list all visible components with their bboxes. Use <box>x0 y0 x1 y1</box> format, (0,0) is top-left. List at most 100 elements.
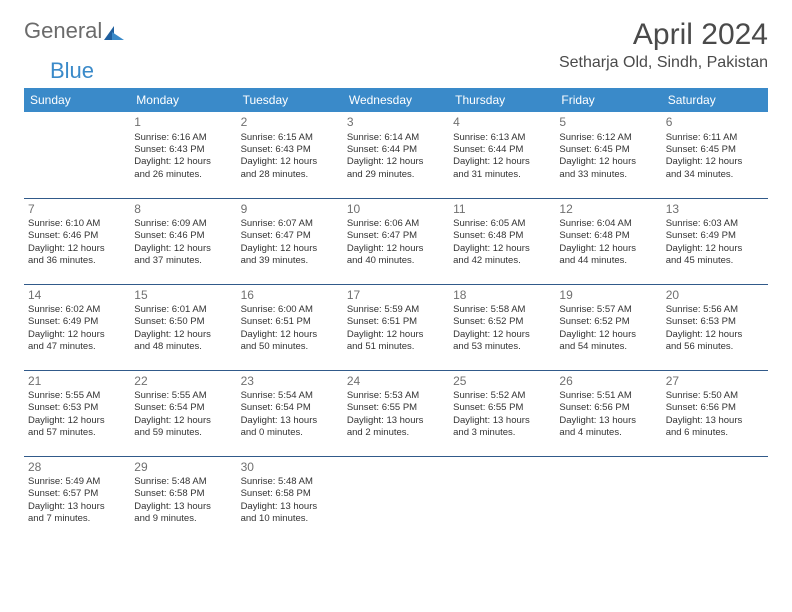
sunset-line: Sunset: 6:46 PM <box>28 230 126 242</box>
sunset-line: Sunset: 6:45 PM <box>666 144 764 156</box>
day-number: 9 <box>241 202 339 218</box>
day-number: 16 <box>241 288 339 304</box>
calendar-cell: 13Sunrise: 6:03 AMSunset: 6:49 PMDayligh… <box>662 198 768 284</box>
sunset-line: Sunset: 6:49 PM <box>666 230 764 242</box>
daylight-line-1: Daylight: 12 hours <box>347 156 445 168</box>
daylight-line-1: Daylight: 12 hours <box>241 156 339 168</box>
calendar-cell: 5Sunrise: 6:12 AMSunset: 6:45 PMDaylight… <box>555 112 661 198</box>
daylight-line-2: and 36 minutes. <box>28 255 126 267</box>
sunset-line: Sunset: 6:48 PM <box>559 230 657 242</box>
calendar-cell: 20Sunrise: 5:56 AMSunset: 6:53 PMDayligh… <box>662 284 768 370</box>
sunrise-line: Sunrise: 5:48 AM <box>134 476 232 488</box>
calendar-week-row: 14Sunrise: 6:02 AMSunset: 6:49 PMDayligh… <box>24 284 768 370</box>
sunrise-line: Sunrise: 5:58 AM <box>453 304 551 316</box>
calendar-cell <box>343 456 449 542</box>
day-number: 17 <box>347 288 445 304</box>
daylight-line-1: Daylight: 13 hours <box>241 501 339 513</box>
sunrise-line: Sunrise: 5:52 AM <box>453 390 551 402</box>
calendar-cell: 2Sunrise: 6:15 AMSunset: 6:43 PMDaylight… <box>237 112 343 198</box>
daylight-line-1: Daylight: 12 hours <box>559 156 657 168</box>
day-number: 18 <box>453 288 551 304</box>
day-number: 14 <box>28 288 126 304</box>
sunset-line: Sunset: 6:50 PM <box>134 316 232 328</box>
calendar-cell: 25Sunrise: 5:52 AMSunset: 6:55 PMDayligh… <box>449 370 555 456</box>
sunrise-line: Sunrise: 5:55 AM <box>28 390 126 402</box>
daylight-line-1: Daylight: 12 hours <box>559 329 657 341</box>
calendar-cell: 28Sunrise: 5:49 AMSunset: 6:57 PMDayligh… <box>24 456 130 542</box>
daylight-line-1: Daylight: 13 hours <box>134 501 232 513</box>
daylight-line-2: and 10 minutes. <box>241 513 339 525</box>
title-block: April 2024 Setharja Old, Sindh, Pakistan <box>559 18 768 72</box>
day-number: 20 <box>666 288 764 304</box>
daylight-line-1: Daylight: 12 hours <box>666 243 764 255</box>
day-number: 22 <box>134 374 232 390</box>
daylight-line-1: Daylight: 13 hours <box>28 501 126 513</box>
sunset-line: Sunset: 6:43 PM <box>134 144 232 156</box>
day-number: 12 <box>559 202 657 218</box>
day-number: 11 <box>453 202 551 218</box>
sunrise-line: Sunrise: 5:51 AM <box>559 390 657 402</box>
sunset-line: Sunset: 6:44 PM <box>453 144 551 156</box>
sunrise-line: Sunrise: 6:04 AM <box>559 218 657 230</box>
day-number: 6 <box>666 115 764 131</box>
daylight-line-2: and 2 minutes. <box>347 427 445 439</box>
calendar-cell: 3Sunrise: 6:14 AMSunset: 6:44 PMDaylight… <box>343 112 449 198</box>
daylight-line-1: Daylight: 12 hours <box>28 243 126 255</box>
day-header: Monday <box>130 88 236 112</box>
sunset-line: Sunset: 6:56 PM <box>666 402 764 414</box>
daylight-line-1: Daylight: 12 hours <box>28 415 126 427</box>
day-number: 21 <box>28 374 126 390</box>
daylight-line-1: Daylight: 12 hours <box>134 243 232 255</box>
calendar-cell: 16Sunrise: 6:00 AMSunset: 6:51 PMDayligh… <box>237 284 343 370</box>
sunset-line: Sunset: 6:53 PM <box>28 402 126 414</box>
sunrise-line: Sunrise: 6:01 AM <box>134 304 232 316</box>
sunset-line: Sunset: 6:43 PM <box>241 144 339 156</box>
sunset-line: Sunset: 6:45 PM <box>559 144 657 156</box>
calendar-week-row: 28Sunrise: 5:49 AMSunset: 6:57 PMDayligh… <box>24 456 768 542</box>
sunrise-line: Sunrise: 5:57 AM <box>559 304 657 316</box>
daylight-line-2: and 29 minutes. <box>347 169 445 181</box>
calendar-cell: 8Sunrise: 6:09 AMSunset: 6:46 PMDaylight… <box>130 198 236 284</box>
day-number: 8 <box>134 202 232 218</box>
sunrise-line: Sunrise: 6:14 AM <box>347 132 445 144</box>
calendar-cell: 21Sunrise: 5:55 AMSunset: 6:53 PMDayligh… <box>24 370 130 456</box>
sunset-line: Sunset: 6:55 PM <box>347 402 445 414</box>
calendar-cell: 18Sunrise: 5:58 AMSunset: 6:52 PMDayligh… <box>449 284 555 370</box>
daylight-line-2: and 47 minutes. <box>28 341 126 353</box>
day-header: Sunday <box>24 88 130 112</box>
sunset-line: Sunset: 6:49 PM <box>28 316 126 328</box>
sunrise-line: Sunrise: 6:06 AM <box>347 218 445 230</box>
calendar-cell: 6Sunrise: 6:11 AMSunset: 6:45 PMDaylight… <box>662 112 768 198</box>
daylight-line-2: and 40 minutes. <box>347 255 445 267</box>
day-number: 7 <box>28 202 126 218</box>
daylight-line-1: Daylight: 12 hours <box>28 329 126 341</box>
day-number: 2 <box>241 115 339 131</box>
daylight-line-1: Daylight: 12 hours <box>559 243 657 255</box>
daylight-line-1: Daylight: 12 hours <box>347 329 445 341</box>
sunrise-line: Sunrise: 6:15 AM <box>241 132 339 144</box>
sunset-line: Sunset: 6:51 PM <box>347 316 445 328</box>
sunrise-line: Sunrise: 5:55 AM <box>134 390 232 402</box>
daylight-line-2: and 0 minutes. <box>241 427 339 439</box>
day-header: Friday <box>555 88 661 112</box>
logo-text-general: General <box>24 18 102 44</box>
calendar-cell: 17Sunrise: 5:59 AMSunset: 6:51 PMDayligh… <box>343 284 449 370</box>
sunset-line: Sunset: 6:54 PM <box>241 402 339 414</box>
calendar-cell: 30Sunrise: 5:48 AMSunset: 6:58 PMDayligh… <box>237 456 343 542</box>
sunrise-line: Sunrise: 6:03 AM <box>666 218 764 230</box>
daylight-line-2: and 42 minutes. <box>453 255 551 267</box>
sunset-line: Sunset: 6:51 PM <box>241 316 339 328</box>
daylight-line-2: and 39 minutes. <box>241 255 339 267</box>
calendar-cell <box>555 456 661 542</box>
location-text: Setharja Old, Sindh, Pakistan <box>559 54 768 72</box>
day-number: 30 <box>241 460 339 476</box>
daylight-line-2: and 51 minutes. <box>347 341 445 353</box>
day-number: 3 <box>347 115 445 131</box>
calendar-cell: 10Sunrise: 6:06 AMSunset: 6:47 PMDayligh… <box>343 198 449 284</box>
day-header: Thursday <box>449 88 555 112</box>
daylight-line-2: and 34 minutes. <box>666 169 764 181</box>
daylight-line-1: Daylight: 12 hours <box>453 329 551 341</box>
sunset-line: Sunset: 6:56 PM <box>559 402 657 414</box>
daylight-line-2: and 31 minutes. <box>453 169 551 181</box>
sunrise-line: Sunrise: 6:09 AM <box>134 218 232 230</box>
